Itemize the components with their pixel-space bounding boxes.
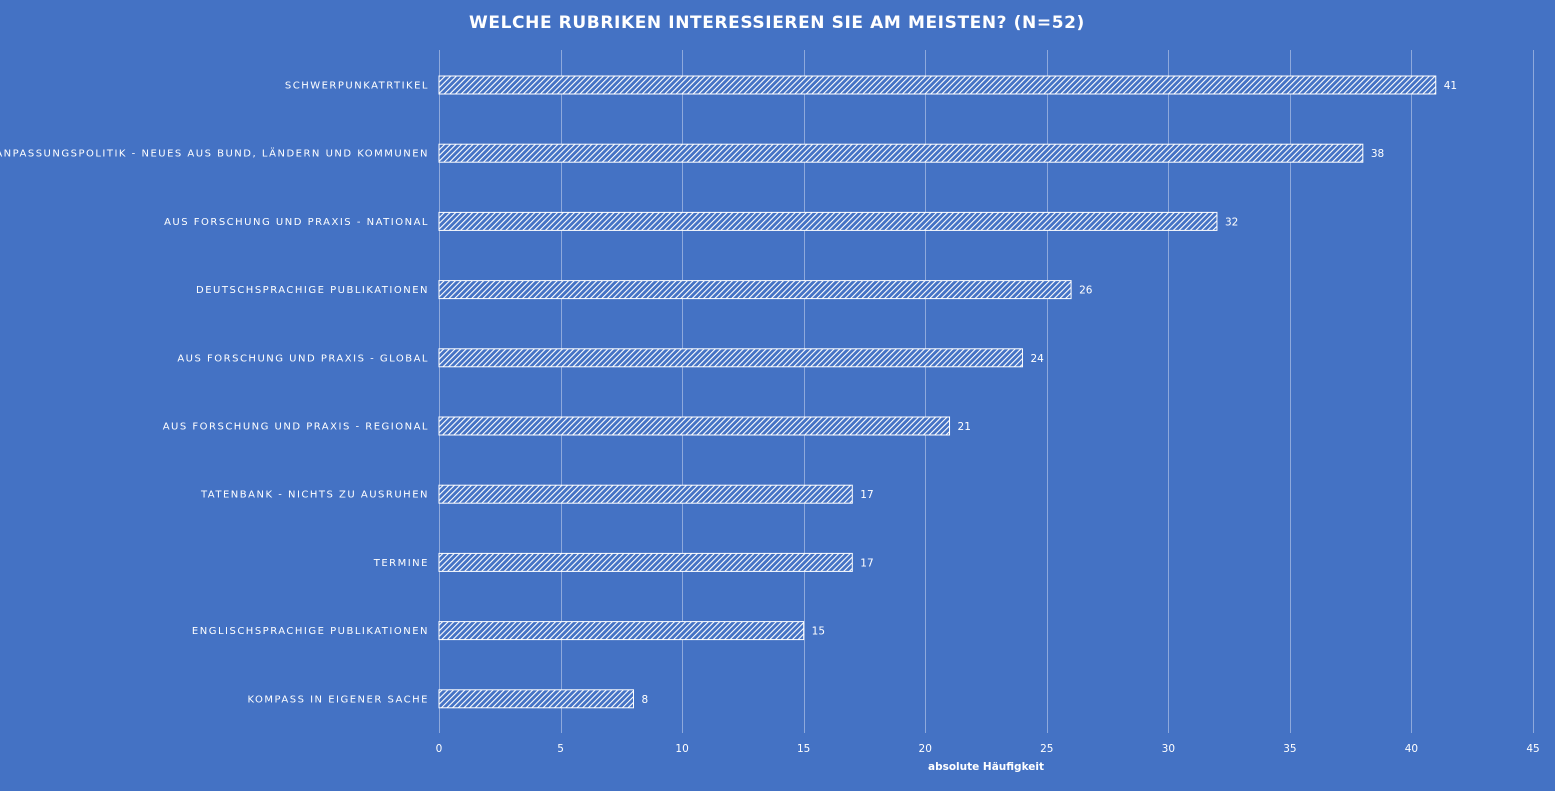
category-labels: SCHWERPUNKATRTIKEL ANPASSUNGSPOLITIK - NE… bbox=[0, 81, 429, 706]
category-label: ANPASSUNGSPOLITIK - NEUES AUS BUND, LÄND… bbox=[0, 147, 429, 160]
category-label: AUS FORSCHUNG UND PRAXIS - REGIONAL bbox=[163, 422, 429, 433]
bar bbox=[438, 552, 853, 572]
chart-title: WELCHE RUBRIKEN INTERESSIEREN SIE AM MEI… bbox=[469, 13, 1085, 33]
data-label: 8 bbox=[641, 694, 648, 706]
bar bbox=[438, 689, 634, 709]
category-label: ENGLISCHSPRACHIGE PUBLIKATIONEN bbox=[192, 626, 429, 637]
data-label: 26 bbox=[1079, 285, 1093, 297]
x-tick-label: 45 bbox=[1526, 743, 1539, 755]
bar bbox=[438, 280, 1072, 300]
x-tick-label: 35 bbox=[1283, 743, 1296, 755]
bar bbox=[438, 211, 1218, 231]
x-tick-label: 20 bbox=[919, 743, 932, 755]
category-label: AUS FORSCHUNG UND PRAXIS - NATIONAL bbox=[164, 217, 429, 228]
bar bbox=[438, 621, 805, 641]
data-label: 32 bbox=[1225, 216, 1238, 228]
category-label: TERMINE bbox=[373, 558, 429, 569]
bar bbox=[438, 75, 1437, 95]
bars bbox=[438, 75, 1437, 709]
x-tick-label: 30 bbox=[1162, 743, 1175, 755]
data-label: 17 bbox=[860, 489, 873, 501]
x-axis-title: absolute Häufigkeit bbox=[928, 761, 1044, 773]
bar bbox=[438, 348, 1023, 368]
data-label: 38 bbox=[1371, 148, 1384, 160]
category-label: TATENBANK - NICHTS ZU AUSRUHEN bbox=[200, 490, 429, 501]
bar bbox=[438, 484, 853, 504]
category-label: SCHWERPUNKATRTIKEL bbox=[285, 81, 429, 92]
x-tick-label: 40 bbox=[1405, 743, 1418, 755]
data-label: 17 bbox=[860, 557, 873, 569]
category-label: AUS FORSCHUNG UND PRAXIS - GLOBAL bbox=[177, 353, 429, 364]
category-label: KOMPASS IN EIGENER SACHE bbox=[247, 694, 429, 705]
x-tick-label: 15 bbox=[797, 743, 810, 755]
data-labels: 41 38 32 26 24 21 17 17 15 8 bbox=[641, 80, 1457, 706]
bar bbox=[438, 416, 951, 436]
data-label: 41 bbox=[1444, 80, 1457, 92]
bar bbox=[438, 143, 1364, 163]
data-label: 24 bbox=[1030, 353, 1044, 365]
gridlines bbox=[439, 50, 1534, 733]
x-tick-label: 5 bbox=[557, 743, 564, 755]
x-tick-label: 10 bbox=[675, 743, 688, 755]
data-label: 21 bbox=[958, 421, 971, 433]
category-label: DEUTSCHSPRACHIGE PUBLIKATIONEN bbox=[196, 285, 429, 296]
x-tick-label: 25 bbox=[1040, 743, 1053, 755]
x-axis-tick-labels: 0 5 10 15 20 25 30 35 40 45 bbox=[436, 743, 1540, 755]
data-label: 15 bbox=[812, 626, 825, 638]
x-tick-label: 0 bbox=[436, 743, 443, 755]
